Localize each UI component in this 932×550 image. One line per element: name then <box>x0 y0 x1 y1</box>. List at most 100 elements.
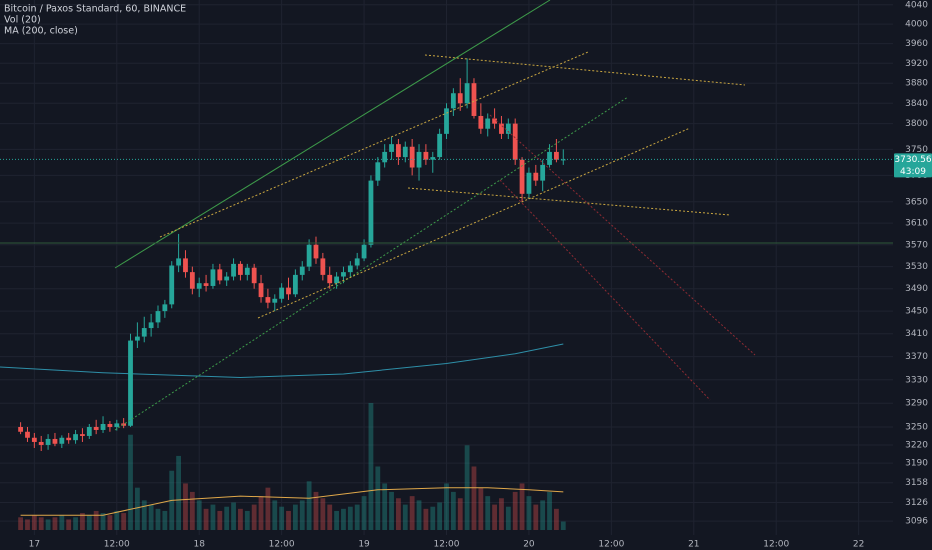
candle-body <box>196 283 202 289</box>
x-tick-label: 17 <box>29 540 40 550</box>
x-tick-label: 12:00 <box>598 540 624 550</box>
volume-bar <box>31 515 37 530</box>
volume-bar <box>134 487 140 530</box>
candle-body <box>148 322 154 329</box>
candle-body <box>45 438 51 445</box>
volume-bar <box>45 519 51 530</box>
candle-body <box>402 146 408 158</box>
y-tick-label: 4040 <box>905 0 928 10</box>
volume-bar <box>80 513 85 530</box>
volume-bar <box>217 510 223 530</box>
x-tick-label: 12:00 <box>763 540 789 550</box>
candle-body <box>382 151 388 163</box>
candle-body <box>224 276 230 281</box>
candle-body <box>18 426 24 432</box>
volume-bar <box>155 508 161 530</box>
volume-bar <box>444 483 449 530</box>
volume-ma-line <box>20 487 564 516</box>
volume-bar <box>354 504 360 530</box>
candle-body <box>519 159 525 194</box>
volume-bar <box>244 510 250 530</box>
candle-body <box>114 423 120 427</box>
volume-bar <box>519 483 525 530</box>
y-tick-label: 3450 <box>905 307 928 317</box>
y-tick-label: 3330 <box>905 375 928 385</box>
volume-bar <box>306 481 312 530</box>
volume-bar <box>258 496 264 530</box>
candle-body <box>100 423 106 430</box>
x-tick-label: 20 <box>523 540 535 550</box>
candle-body <box>141 328 147 337</box>
candle-body <box>505 123 511 134</box>
x-tick-label: 21 <box>688 540 699 550</box>
volume-bar <box>540 500 546 530</box>
candle-body <box>73 434 78 441</box>
volume-bar <box>382 483 388 530</box>
candle-body <box>155 311 161 323</box>
volume-bar <box>492 504 497 530</box>
trend-line <box>424 54 746 86</box>
price-axis <box>893 0 932 550</box>
y-tick-label: 3190 <box>905 459 928 469</box>
candle-body <box>93 426 99 430</box>
axes: 3096 3126 3158 3190 3220 3250 3290 3330 3370 3410… <box>29 0 932 550</box>
candle-body <box>347 265 353 273</box>
volume-bar <box>478 487 484 530</box>
price-label-box <box>894 153 932 178</box>
volume-bar <box>148 504 154 530</box>
candle-body <box>31 437 37 442</box>
volume-bar <box>38 517 44 530</box>
volume-bar <box>505 506 511 530</box>
candle-body <box>334 276 339 284</box>
volume-bar <box>286 510 291 530</box>
volume-bar <box>231 502 236 530</box>
candle-body <box>244 267 250 275</box>
candle-body <box>231 263 236 277</box>
volume-bar <box>402 504 408 530</box>
volume-bar <box>327 504 333 530</box>
volume-bar <box>93 510 99 530</box>
volume-bar <box>299 500 305 530</box>
candle-body <box>547 151 552 165</box>
candle-body <box>25 431 30 438</box>
candle-body <box>258 283 264 298</box>
indicator-label: MA (200, close) <box>4 26 78 37</box>
candle-body <box>450 93 456 109</box>
candle-body <box>134 336 140 341</box>
volume-bar <box>396 498 401 530</box>
candle-body <box>471 83 477 116</box>
volume-bar <box>224 506 230 530</box>
countdown-label: 43:09 <box>900 167 926 177</box>
volume-bar <box>121 513 127 530</box>
volume-bar <box>499 498 504 530</box>
candle-body <box>86 426 92 436</box>
y-tick-label: 3920 <box>905 59 928 69</box>
last-price-label: 3730.56 <box>894 155 931 165</box>
volume-bar <box>66 519 72 530</box>
volume-bar <box>292 504 298 530</box>
candle-body <box>368 180 374 245</box>
x-tick-label: 18 <box>193 540 205 550</box>
y-tick-label: 3410 <box>905 329 928 339</box>
ma-line <box>0 343 564 379</box>
candle-body <box>183 258 188 273</box>
volume-bar <box>437 502 443 530</box>
y-tick-label: 3880 <box>905 79 928 89</box>
candle-body <box>272 298 278 303</box>
trend-line <box>114 0 551 269</box>
y-tick-label: 3220 <box>905 440 928 450</box>
volume-bar <box>457 498 463 530</box>
volume-bar <box>279 506 285 530</box>
volume-bar <box>176 455 182 530</box>
volume-bar <box>313 491 319 530</box>
candle-body <box>396 144 401 158</box>
volume-bar <box>375 466 381 530</box>
volume-bar <box>86 515 92 530</box>
x-tick-label: 22 <box>853 540 864 550</box>
time-axis <box>0 536 893 550</box>
candle-body <box>128 340 133 426</box>
volume-bar <box>18 517 24 530</box>
x-tick-label: 12:00 <box>434 540 460 550</box>
y-tick-label: 3158 <box>905 478 928 488</box>
candle-body <box>512 123 518 160</box>
